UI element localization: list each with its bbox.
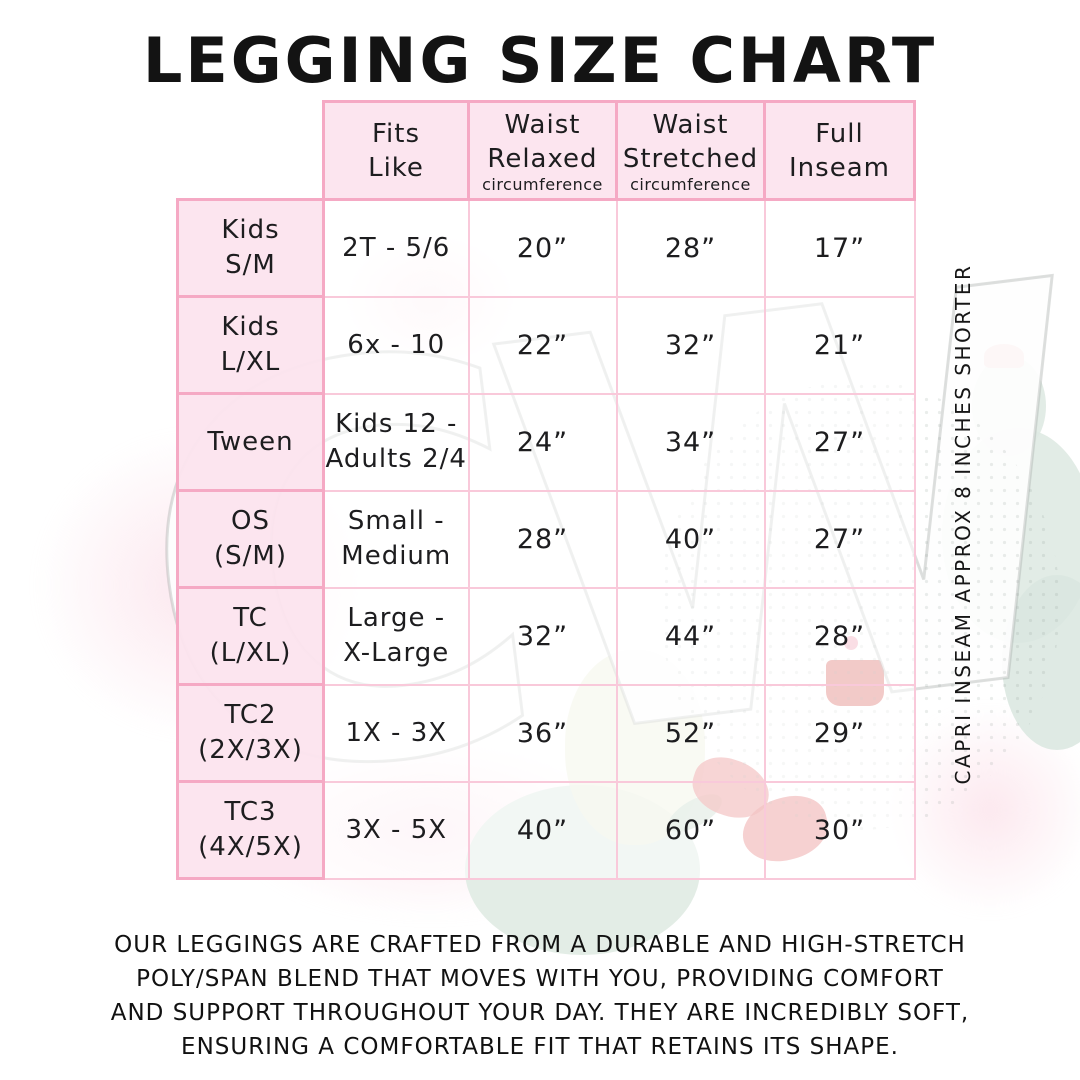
size-table-body: Kids S/M 2T - 5/6 20” 28” 17” Kids L/XL 6x - 10 2… (176, 198, 916, 880)
waist-relaxed-cell: 24” (467, 392, 618, 492)
fits-like-cell: Large - X-Large (322, 586, 470, 686)
fits-like-cell: 3X - 5X (322, 780, 470, 880)
waist-stretched-cell: 32” (615, 295, 766, 395)
waist-stretched-cell: 28” (615, 198, 766, 298)
header-line: Full (815, 118, 864, 149)
table-row: TC3 (4X/5X) 3X - 5X 40” 60” 30” (176, 780, 916, 880)
full-inseam-cell: 17” (763, 198, 916, 298)
size-label-cell: Kids L/XL (176, 295, 325, 395)
header-line: Relaxed (487, 143, 598, 174)
cactus-icon (1002, 575, 1080, 750)
waist-stretched-cell: 34” (615, 392, 766, 492)
header-line: Stretched (622, 143, 759, 174)
full-inseam-cell: 28” (763, 586, 916, 686)
fits-like-cell: 2T - 5/6 (322, 198, 470, 298)
table-row: Tween Kids 12 - Adults 2/4 24” 34” 27” (176, 392, 916, 492)
waist-relaxed-cell: 28” (467, 489, 618, 589)
fits-like-cell: 6x - 10 (322, 295, 470, 395)
fits-like-cell: Small - Medium (322, 489, 470, 589)
description-line: ENSURING A COMFORTABLE FIT THAT RETAINS … (181, 1034, 899, 1060)
size-chart: Fits Like Waist Relaxed circumference Wa… (176, 100, 916, 880)
header-line: Waist (652, 109, 729, 140)
page-title: LEGGING SIZE CHART (142, 24, 938, 97)
full-inseam-cell: 27” (763, 392, 916, 492)
waist-stretched-cell: 52” (615, 683, 766, 783)
col-header-waist-stretched: Waist Stretched circumference (615, 100, 766, 201)
waist-relaxed-cell: 36” (467, 683, 618, 783)
corner-spacer (178, 102, 324, 200)
header-subline: circumference (630, 174, 751, 194)
size-table: Fits Like Waist Relaxed circumference Wa… (176, 100, 916, 880)
table-row: Kids L/XL 6x - 10 22” 32” 21” (176, 295, 916, 395)
header-subline: circumference (482, 174, 603, 194)
capri-inseam-note: CAPRI INSEAM APPROX 8 INCHES SHORTER (951, 263, 975, 785)
header-line: Inseam (789, 152, 890, 183)
full-inseam-cell: 27” (763, 489, 916, 589)
full-inseam-cell: 30” (763, 780, 916, 880)
header-line: Like (368, 152, 424, 183)
description-line: OUR LEGGINGS ARE CRAFTED FROM A DURABLE … (114, 932, 966, 958)
col-header-waist-relaxed: Waist Relaxed circumference (467, 100, 618, 201)
waist-relaxed-cell: 40” (467, 780, 618, 880)
header-line: Waist (504, 109, 581, 140)
header-line: Fits (371, 118, 421, 149)
col-header-full-inseam: Full Inseam (763, 100, 916, 201)
table-row: Kids S/M 2T - 5/6 20” 28” 17” (176, 198, 916, 298)
size-label-cell: Kids S/M (176, 198, 325, 298)
waist-stretched-cell: 40” (615, 489, 766, 589)
full-inseam-cell: 21” (763, 295, 916, 395)
size-label-cell: TC3 (4X/5X) (176, 780, 325, 880)
size-label-cell: OS (S/M) (176, 489, 325, 589)
cactus-icon (972, 356, 1046, 456)
description-line: POLY/SPAN BLEND THAT MOVES WITH YOU, PRO… (136, 966, 944, 992)
description-line: AND SUPPORT THROUGHOUT YOUR DAY. THEY AR… (110, 1000, 970, 1026)
header-row: Fits Like Waist Relaxed circumference Wa… (178, 100, 916, 201)
full-inseam-cell: 29” (763, 683, 916, 783)
waist-relaxed-cell: 22” (467, 295, 618, 395)
table-row: TC (L/XL) Large - X-Large 32” 44” 28” (176, 586, 916, 686)
size-label-cell: Tween (176, 392, 325, 492)
table-row: TC2 (2X/3X) 1X - 3X 36” 52” 29” (176, 683, 916, 783)
cactus-flower-icon (984, 344, 1024, 368)
fits-like-cell: Kids 12 - Adults 2/4 (322, 392, 470, 492)
waist-relaxed-cell: 20” (467, 198, 618, 298)
col-header-fits-like: Fits Like (322, 100, 470, 201)
fits-like-cell: 1X - 3X (322, 683, 470, 783)
waist-stretched-cell: 60” (615, 780, 766, 880)
table-row: OS (S/M) Small - Medium 28” 40” 27” (176, 489, 916, 589)
size-label-cell: TC2 (2X/3X) (176, 683, 325, 783)
size-label-cell: TC (L/XL) (176, 586, 325, 686)
waist-relaxed-cell: 32” (467, 586, 618, 686)
waist-stretched-cell: 44” (615, 586, 766, 686)
product-description: OUR LEGGINGS ARE CRAFTED FROM A DURABLE … (0, 928, 1080, 1064)
